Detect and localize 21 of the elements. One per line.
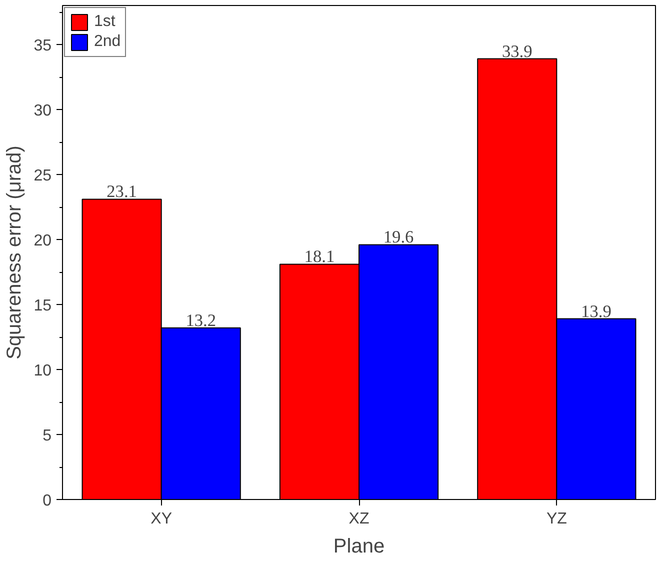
data-label: 23.1: [106, 182, 137, 202]
y-tick-label: 15: [34, 298, 52, 314]
legend-label: 2nd: [94, 33, 121, 51]
data-label: 13.2: [186, 310, 216, 330]
y-tick-label: 5: [42, 428, 52, 444]
data-label: 19.6: [383, 228, 414, 247]
x-tick-label: XZ: [348, 510, 370, 528]
legend-label: 1st: [94, 13, 116, 31]
y-tick-label: 0: [42, 492, 52, 510]
x-tick-label: YZ: [546, 510, 568, 528]
data-label: 18.1: [304, 247, 335, 266]
x-tick-label: XY: [150, 510, 172, 528]
y-tick-label: 20: [34, 232, 52, 250]
y-axis-title: Squareness error (μrad): [4, 146, 26, 360]
x-axis-title: Plane: [333, 536, 385, 558]
y-tick-label: 10: [34, 362, 52, 380]
y-tick-label: 30: [34, 102, 52, 120]
y-tick-label: 25: [34, 168, 52, 184]
data-label: 13.9: [581, 302, 612, 321]
data-label: 33.9: [502, 42, 532, 61]
y-tick-label: 35: [34, 38, 52, 54]
